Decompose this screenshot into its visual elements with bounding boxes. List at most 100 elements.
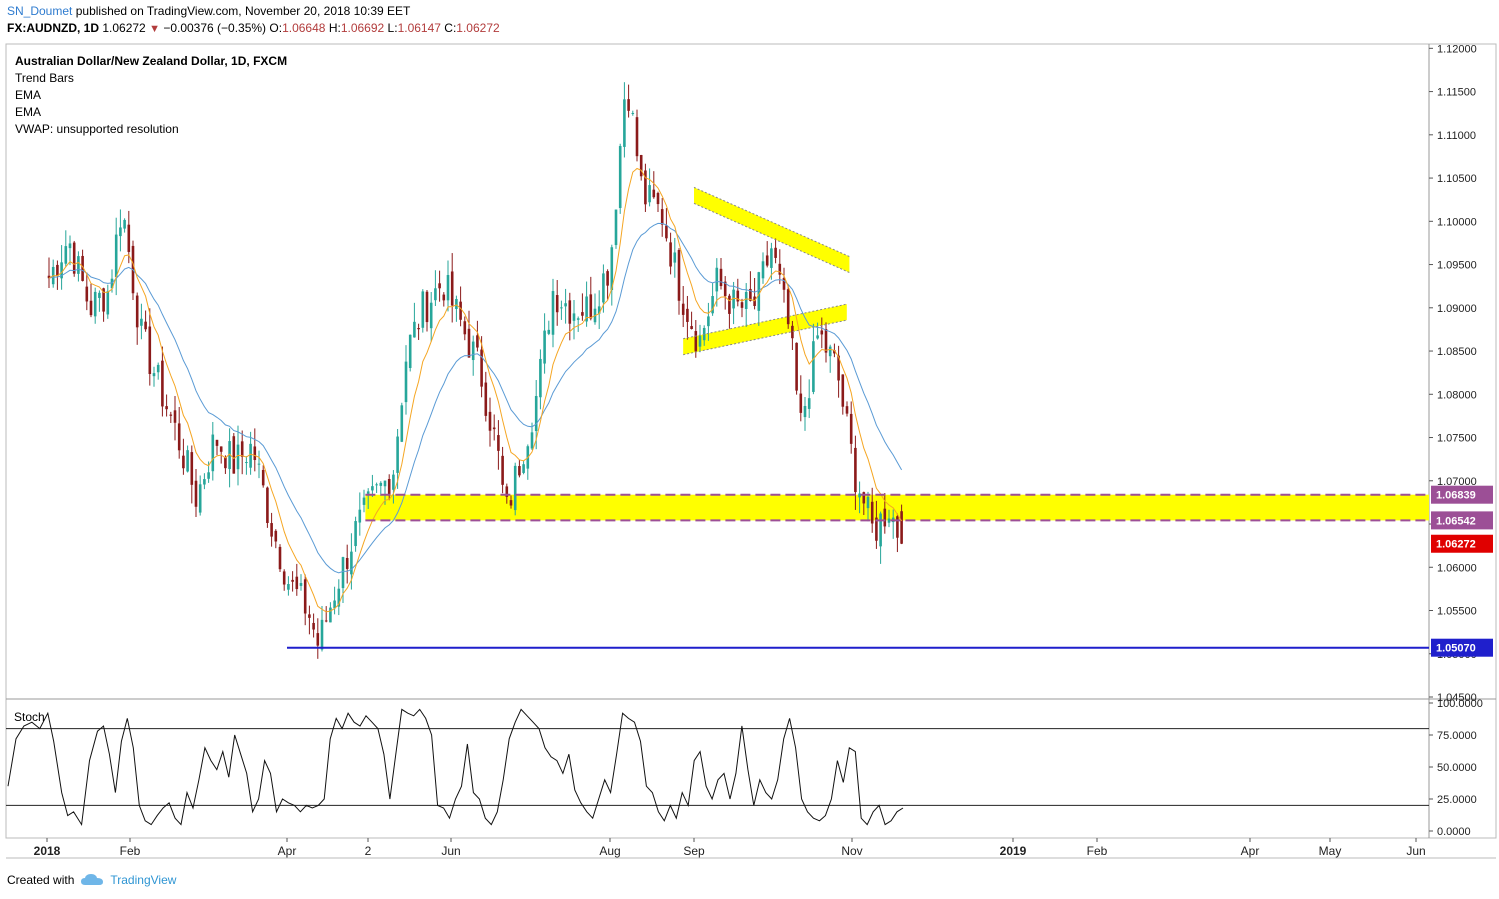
time-tick-label: Apr <box>1241 844 1260 858</box>
candle-body <box>261 469 265 486</box>
symbol-name: FX:AUDNZD, 1D <box>7 21 99 35</box>
candle-body <box>446 274 450 301</box>
candle-body <box>102 288 105 312</box>
candle-body <box>656 192 660 205</box>
chart-frame <box>5 43 1497 839</box>
falling-channel-band[interactable] <box>694 187 850 273</box>
chart-legend: Australian Dollar/New Zealand Dollar, 1D… <box>15 53 287 138</box>
candle-body <box>572 313 576 321</box>
candle-body <box>182 455 185 469</box>
time-tick-label: May <box>1319 844 1342 858</box>
candle-body <box>501 455 504 485</box>
candle-body <box>900 511 903 544</box>
candle-body <box>375 484 378 486</box>
candle-body <box>366 491 370 494</box>
legend-ema-1[interactable]: EMA <box>15 88 42 102</box>
candle-body <box>652 189 656 198</box>
candle-body <box>203 479 206 485</box>
candle-body <box>497 435 500 451</box>
candle-body <box>438 283 441 289</box>
candle-body <box>362 497 366 505</box>
candle-body <box>606 271 609 286</box>
price-label-text: 1.06272 <box>1436 539 1476 551</box>
candle-body <box>245 462 248 464</box>
candle-body <box>240 441 244 457</box>
time-tick-label: Feb <box>120 844 141 858</box>
price-tick-label: 1.11000 <box>1437 130 1476 142</box>
author-link[interactable]: SN_Doumet <box>7 4 73 18</box>
price-tick-label: 1.04500 <box>1437 692 1477 704</box>
candle-body <box>627 99 630 111</box>
candle-body <box>81 255 84 281</box>
candle-body <box>518 466 521 476</box>
price-tick-label: 1.12000 <box>1437 43 1477 55</box>
high-value: 1.06692 <box>340 21 385 35</box>
stoch-tick-label: 0.0000 <box>1437 826 1471 838</box>
candle-body <box>711 296 714 314</box>
candle-body <box>660 209 664 225</box>
candle-body <box>644 170 647 205</box>
candle-body <box>278 546 282 570</box>
candle-body <box>123 219 126 229</box>
candle-body <box>291 579 294 582</box>
candle-body <box>371 486 374 491</box>
candle-body <box>740 302 744 308</box>
candle-body <box>228 441 231 470</box>
legend-ema-2[interactable]: EMA <box>15 105 42 119</box>
candle-body <box>698 335 702 347</box>
candle-body <box>459 301 462 320</box>
candle-body <box>345 557 349 569</box>
candle-body <box>463 321 467 335</box>
time-tick-label: Sep <box>683 844 705 858</box>
candle-body <box>585 296 588 322</box>
candle-body <box>467 328 471 358</box>
candle-body <box>434 288 437 301</box>
candle-body <box>135 295 139 328</box>
candle-body <box>635 117 639 157</box>
candle-body <box>602 273 605 303</box>
tradingview-brand[interactable]: TradingView <box>110 873 177 887</box>
candle-body <box>715 267 719 292</box>
time-tick-label: Jun <box>441 844 460 858</box>
price-label-box <box>1431 485 1493 504</box>
candle-body <box>765 255 769 266</box>
ema-slow-line <box>48 222 903 574</box>
candle-body <box>350 551 353 575</box>
candle-body <box>505 486 509 497</box>
candle-body <box>114 234 118 278</box>
candle-body <box>450 271 454 306</box>
candle-body <box>312 622 315 630</box>
candle-body <box>476 335 479 348</box>
candle-body <box>631 113 635 115</box>
price-change: −0.00376 (−0.35%) <box>163 21 267 35</box>
tradingview-cloud-icon <box>81 874 104 885</box>
legend-trend-bars[interactable]: Trend Bars <box>15 71 74 85</box>
candle-body <box>665 225 668 239</box>
candle-body <box>564 303 567 307</box>
time-tick-label: 2019 <box>1000 844 1027 858</box>
open-label: O: <box>269 21 283 35</box>
rising-channel-band[interactable] <box>683 304 847 355</box>
price-tick-label: 1.08000 <box>1437 389 1477 401</box>
candle-body <box>253 446 257 461</box>
last-price: 1.06272 <box>102 21 146 35</box>
price-tick-label: 1.09000 <box>1437 303 1477 315</box>
candle-body <box>429 302 433 329</box>
candle-body <box>820 330 824 335</box>
legend-vwap[interactable]: VWAP: unsupported resolution <box>15 122 179 136</box>
candle-body <box>295 576 299 590</box>
price-tick-label: 1.10000 <box>1437 216 1477 228</box>
candle-body <box>870 501 874 524</box>
candle-body <box>64 246 68 264</box>
candle-body <box>786 289 790 325</box>
time-tick-label: 2 <box>365 844 372 858</box>
candle-body <box>854 447 857 493</box>
candle-body <box>140 318 143 326</box>
candle-body <box>417 328 420 330</box>
candle-body <box>190 452 194 485</box>
falling-channel-band-edge <box>693 202 850 274</box>
candle-body <box>547 329 551 334</box>
down-arrow-icon: ▼ <box>149 23 160 35</box>
candle-body <box>858 493 861 498</box>
